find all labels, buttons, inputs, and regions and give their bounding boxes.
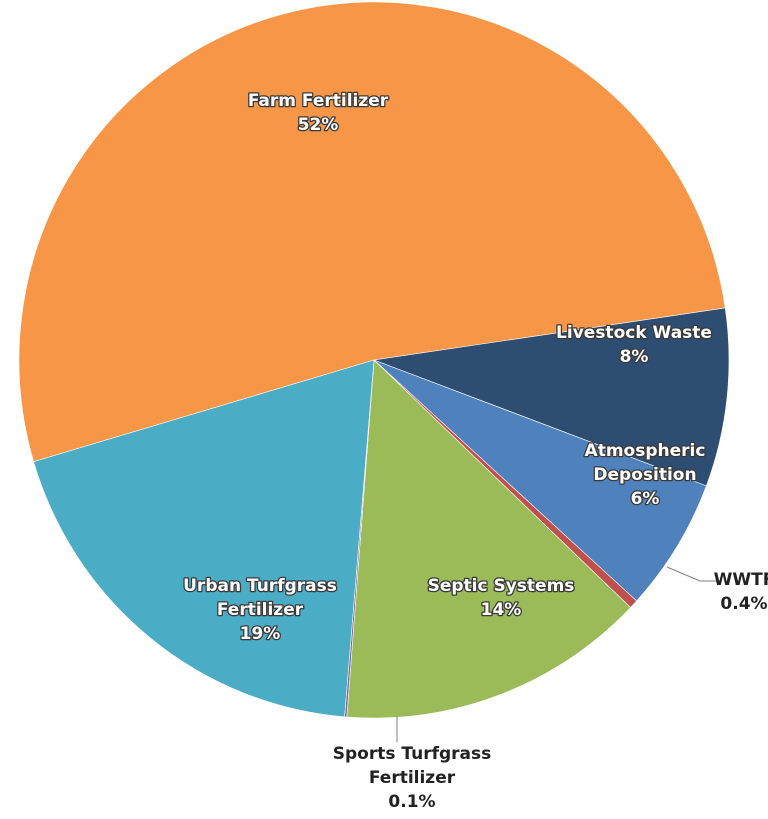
leader-line-wwtf	[666, 566, 722, 582]
label-atmospheric-deposition: Atmospheric Deposition 6%	[585, 441, 706, 509]
label-livestock-waste: Livestock Waste 8%	[556, 323, 712, 367]
leader-lines	[396, 566, 722, 742]
pie-slices	[18, 1, 730, 719]
slice-atmospheric-deposition	[373, 359, 707, 602]
slice-labels: Farm Fertilizer 52% Livestock Waste 8% Atmos…	[182, 90, 768, 812]
slice-farm-fertilizer	[18, 1, 726, 463]
label-farm-fertilizer: Farm Fertilizer 52%	[248, 91, 389, 135]
label-septic-systems: Septic Systems 14%	[428, 576, 575, 620]
slice-urban-turfgrass-fertilizer	[33, 359, 375, 718]
slice-septic-systems	[346, 359, 631, 719]
slice-livestock-waste	[372, 307, 730, 487]
label-urban-turfgrass-fertilizer: Urban Turfgrass Fertilizer 19%	[183, 576, 337, 644]
label-sports-turfgrass-fertilizer: Sports Turfgrass Fertilizer 0.1%	[333, 744, 492, 812]
label-wwtf: WWTF0.4%	[714, 570, 768, 614]
